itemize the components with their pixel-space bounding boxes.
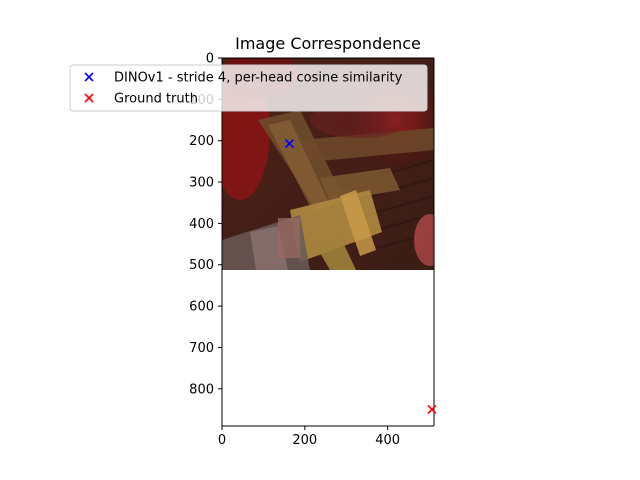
marker-ground-truth <box>427 404 437 415</box>
x-tick-label: 0 <box>218 433 226 448</box>
y-tick-label: 500 <box>189 258 214 273</box>
chart-title: Image Correspondence <box>235 34 421 53</box>
y-tick-label: 0 <box>206 52 214 67</box>
x-tick-label: 400 <box>375 433 400 448</box>
x-axis-ticks: 0 200 400 <box>218 426 400 448</box>
y-tick-label: 600 <box>189 300 214 315</box>
legend-marker-prediction <box>84 72 94 82</box>
y-tick-label: 400 <box>189 217 214 232</box>
y-tick-label: 800 <box>189 382 214 397</box>
y-tick-label: 200 <box>189 134 214 149</box>
y-tick-label: 300 <box>189 176 214 191</box>
legend: DINOv1 - stride 4, per-head cosine simil… <box>69 64 428 112</box>
legend-marker-ground-truth <box>84 93 94 103</box>
axes-frame <box>221 57 435 427</box>
legend-box <box>69 64 428 112</box>
y-tick-label: 700 <box>189 341 214 356</box>
legend-label-prediction: DINOv1 - stride 4, per-head cosine simil… <box>114 71 403 86</box>
scatter-markers <box>284 139 437 415</box>
legend-label-ground-truth: Ground truth <box>114 92 198 107</box>
x-tick-label: 200 <box>292 433 317 448</box>
marker-prediction <box>284 139 295 149</box>
